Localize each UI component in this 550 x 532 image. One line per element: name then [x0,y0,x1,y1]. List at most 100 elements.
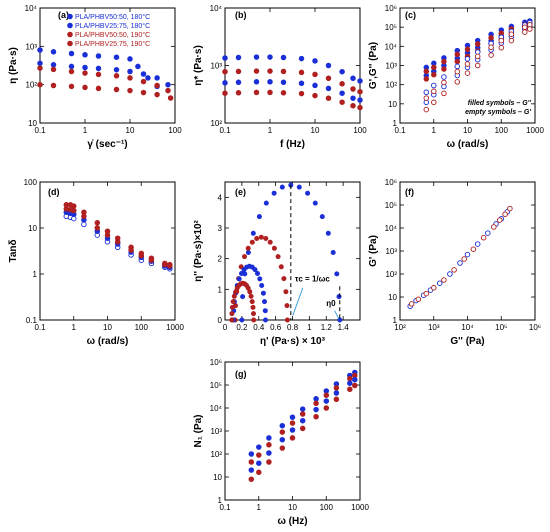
data-point [312,58,318,64]
y-tick-label: 10 [388,100,397,109]
data-point [325,85,332,92]
data-point [325,75,332,82]
data-point [350,95,356,101]
y-tick-label: 10² [385,270,397,279]
data-point [298,90,305,97]
data-point [95,85,102,92]
y-tick-label: 2 [218,255,223,264]
data-point [313,400,319,407]
data-points [37,47,174,101]
data-point [94,225,101,231]
data-point [253,54,260,60]
data-point [454,58,461,65]
data-point [50,49,57,55]
data-point [267,54,273,60]
data-point [502,211,508,217]
data-point [37,47,43,53]
x-tick-label: 10⁶ [529,323,541,332]
data-point [260,290,266,296]
data-point [474,241,481,247]
y-axis-label: η* (Pa·s) [193,45,204,86]
x-tick-label: 100 [495,126,509,135]
data-point [37,81,43,88]
data-point [280,79,287,86]
data-point [488,52,494,58]
data-point [423,89,430,96]
data-point [325,62,332,69]
y-tick-label: 10² [385,81,397,90]
y-tick-label: 10 [28,224,37,233]
data-point [127,75,133,81]
data-point [339,90,345,96]
data-point [431,71,437,78]
data-point [289,427,296,433]
x-tick-label: 10³ [428,323,440,332]
data-point [165,81,171,88]
x-axis-label: η' (Pa·s) × 10³ [260,336,326,347]
data-point [256,469,262,476]
data-point [95,65,102,72]
y-tick-label: 10⁴ [385,224,398,233]
y-axis-label: G' (Pa) [368,235,379,267]
data-point [229,304,235,310]
y-axis-label: Tanδ [8,239,19,262]
data-point [68,50,75,57]
data-point [312,82,318,89]
panel-label: (d) [48,187,60,197]
data-point [231,293,237,299]
x-axis-label: γ̇ (sec⁻¹) [87,139,127,150]
data-point [319,214,325,220]
data-point [325,95,332,101]
data-points [222,54,363,111]
data-point [162,260,168,267]
data-point [114,235,121,241]
data-point [431,88,437,95]
data-point [441,79,447,86]
data-point [271,190,277,196]
x-tick-label: 10⁴ [461,323,474,332]
x-tick-label: 10 [126,126,135,135]
data-point [470,246,477,252]
data-point [253,68,260,74]
data-point [154,75,160,81]
data-point [254,236,260,242]
data-point [454,51,461,58]
data-point [250,304,256,310]
data-point [235,54,242,61]
data-point [498,37,505,44]
data-point [266,450,272,456]
data-point [431,99,437,106]
y-tick-label: 10⁴ [25,4,38,13]
data-point [128,244,134,251]
data-point [82,84,88,91]
data-point [239,270,245,276]
data-point [333,390,340,396]
data-point [71,203,77,209]
data-point [50,66,57,73]
x-tick-label: 100 [168,126,182,135]
data-point [281,276,287,282]
data-point [423,68,430,75]
data-point [350,102,356,109]
data-point [127,87,133,94]
data-point [464,46,471,53]
data-point [289,420,296,426]
data-point [357,97,363,103]
chart-panel-4: 0.1 1 10 100 1000 0.1 1 10 100 ω (rad/s) Tanδ (d) [8,178,184,347]
x-tick-label: 10 [103,323,112,332]
data-point [464,70,471,76]
y-tick-label: 10³ [385,247,397,256]
y-tick-label: 1 [218,285,223,294]
data-point [251,311,257,317]
data-point [431,82,437,89]
data-point [313,396,319,402]
panel-label: (c) [405,10,416,20]
plot-frame [224,7,361,124]
data-point [298,80,305,87]
y-tick-label: 10² [210,450,222,459]
chart-panel-2: 0.1 1 10 100 10² 10³ 10⁴ f (Hz) η* (Pa·s) (b) [193,4,367,150]
y-axis-label: N₁ (Pa) [193,414,204,447]
